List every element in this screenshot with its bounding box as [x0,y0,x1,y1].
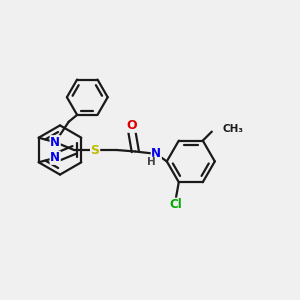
Text: N: N [151,147,161,160]
Text: N: N [50,151,60,164]
Text: O: O [126,119,137,132]
Text: S: S [91,143,100,157]
Text: Cl: Cl [169,198,182,211]
Text: CH₃: CH₃ [222,124,243,134]
Text: H: H [146,157,155,167]
Text: N: N [50,136,60,149]
